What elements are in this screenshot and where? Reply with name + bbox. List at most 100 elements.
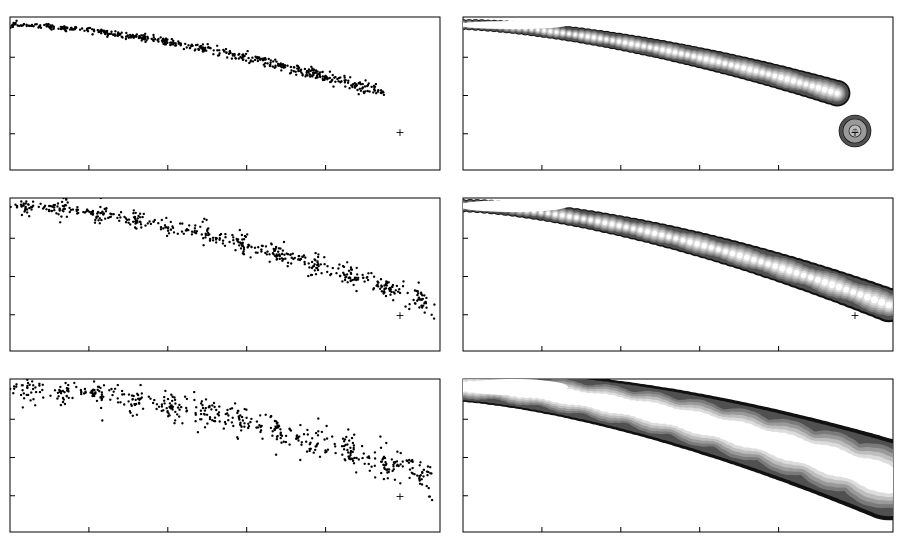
particle <box>231 233 234 237</box>
particle <box>221 242 225 245</box>
particle <box>109 212 112 215</box>
particle <box>201 406 205 410</box>
particle <box>116 383 120 387</box>
particle <box>166 229 170 232</box>
particle <box>141 215 144 219</box>
particle <box>31 387 35 391</box>
particle <box>399 482 402 485</box>
particle <box>303 67 307 71</box>
particle <box>25 23 28 26</box>
particle <box>275 60 278 63</box>
particle <box>218 49 221 52</box>
particle <box>288 428 292 431</box>
density-contour <box>809 83 815 89</box>
particle <box>15 385 18 388</box>
particle <box>56 391 60 395</box>
particle <box>75 385 78 389</box>
particle <box>67 383 70 387</box>
particle <box>193 398 196 402</box>
density-contour <box>857 291 864 298</box>
particle <box>242 55 245 58</box>
particle <box>34 390 38 394</box>
particle <box>152 33 155 37</box>
particle <box>64 30 68 33</box>
particle <box>357 458 360 461</box>
particle <box>182 47 186 51</box>
density-contour <box>542 29 546 33</box>
particle <box>10 205 12 209</box>
particle <box>32 398 35 401</box>
particle <box>375 92 378 95</box>
particle <box>332 85 335 88</box>
particle <box>392 299 395 302</box>
particle <box>345 273 349 276</box>
particle <box>353 278 356 281</box>
particle <box>178 408 181 411</box>
particle <box>317 417 320 420</box>
particle <box>57 213 60 216</box>
particle <box>381 91 384 94</box>
particle <box>47 22 50 26</box>
particle <box>390 458 393 461</box>
particle <box>121 36 124 39</box>
particle <box>83 29 86 32</box>
particle <box>59 385 62 389</box>
particle <box>334 451 337 455</box>
particle <box>295 73 298 77</box>
density-contour <box>716 247 721 252</box>
particle <box>225 51 228 55</box>
particle <box>183 395 187 398</box>
density-contour <box>635 43 640 47</box>
particle <box>169 407 172 410</box>
density-contour <box>659 232 665 238</box>
particle <box>98 222 102 225</box>
particle <box>385 441 388 445</box>
particle <box>157 40 160 43</box>
particle <box>194 224 197 227</box>
particle <box>376 280 379 283</box>
particle <box>163 43 167 46</box>
particle <box>326 77 329 80</box>
particle <box>222 48 225 52</box>
particle <box>111 393 114 397</box>
particle <box>223 244 227 247</box>
particle <box>199 225 202 228</box>
density-contour <box>631 226 636 231</box>
particle <box>344 79 347 82</box>
particle <box>93 221 97 224</box>
particle <box>366 84 370 87</box>
particle <box>155 403 159 406</box>
particle <box>169 41 172 44</box>
particle <box>113 387 117 390</box>
particle <box>215 408 218 412</box>
particle <box>193 229 196 233</box>
particle <box>343 76 346 79</box>
particle <box>273 249 276 253</box>
particle <box>195 406 198 409</box>
particle <box>323 438 326 441</box>
particle <box>112 390 115 393</box>
particle <box>284 440 288 444</box>
particle <box>392 291 395 294</box>
particle <box>212 401 216 405</box>
particle <box>250 417 253 421</box>
density-contour <box>803 82 809 87</box>
particle <box>216 49 219 52</box>
particle <box>168 402 172 405</box>
particle <box>256 56 260 59</box>
particle <box>136 392 139 395</box>
particle <box>132 220 135 223</box>
particle <box>373 464 376 467</box>
particle <box>28 383 31 386</box>
particle <box>384 282 388 285</box>
particle <box>433 303 436 306</box>
particle <box>282 240 286 244</box>
particle <box>180 230 184 233</box>
particle <box>207 227 210 230</box>
particle <box>248 244 251 247</box>
particle <box>265 253 268 256</box>
particle <box>326 270 329 274</box>
particle <box>234 249 237 252</box>
particle <box>390 285 394 288</box>
particle <box>164 226 167 229</box>
